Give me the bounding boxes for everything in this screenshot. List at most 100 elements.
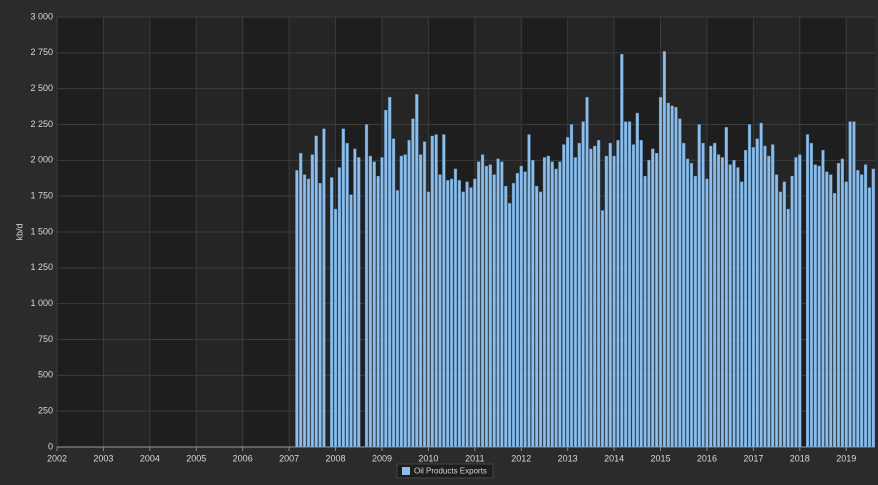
y-tick-label: 2 500	[30, 83, 53, 93]
bar	[535, 185, 539, 448]
bar	[740, 181, 744, 448]
bar	[867, 187, 872, 448]
bar	[306, 178, 311, 448]
bar	[357, 157, 361, 448]
bar	[767, 155, 771, 448]
bar	[345, 142, 349, 448]
bar	[728, 164, 732, 448]
bar	[539, 191, 543, 448]
bar	[477, 161, 481, 448]
x-tick-label: 2010	[418, 453, 438, 463]
y-tick-label: 2 250	[30, 119, 53, 129]
bar	[713, 142, 717, 448]
bar	[693, 175, 697, 448]
bar	[685, 158, 690, 448]
bar	[863, 164, 868, 448]
bar	[709, 145, 713, 448]
bar	[778, 191, 783, 448]
bar	[515, 173, 519, 448]
bar	[720, 157, 724, 448]
bar	[786, 208, 790, 448]
bar	[504, 185, 508, 448]
bar	[674, 107, 678, 448]
bar	[395, 190, 400, 448]
bar	[805, 134, 810, 448]
bar	[813, 164, 817, 448]
bar	[759, 122, 763, 448]
bar	[716, 154, 721, 448]
bar	[446, 180, 450, 448]
x-tick-label: 2005	[186, 453, 206, 463]
bar	[701, 142, 705, 448]
bar	[299, 152, 303, 448]
bar	[840, 158, 844, 448]
y-tick-label: 3 000	[30, 11, 53, 21]
bar	[651, 148, 655, 448]
bar	[542, 157, 547, 448]
bar	[391, 138, 396, 448]
bar	[817, 165, 821, 448]
bar	[562, 144, 566, 448]
bar	[496, 158, 500, 448]
bar	[341, 128, 345, 448]
y-tick-label: 500	[38, 370, 53, 380]
legend-swatch	[402, 467, 410, 475]
bar	[689, 162, 694, 448]
bar	[662, 51, 666, 448]
x-tick-label: 2016	[697, 453, 717, 463]
bar	[658, 97, 663, 448]
x-tick-label: 2006	[233, 453, 253, 463]
bar	[333, 208, 338, 448]
bar	[871, 168, 875, 448]
bar	[411, 118, 415, 448]
bar	[825, 171, 829, 448]
bar	[465, 181, 469, 448]
y-tick-label: 2 000	[30, 155, 53, 165]
bar	[639, 140, 643, 448]
bar	[310, 154, 314, 448]
bar	[771, 144, 775, 448]
bar	[670, 105, 674, 448]
bar	[461, 191, 465, 448]
bar	[573, 157, 578, 448]
bar	[430, 135, 434, 448]
x-tick-label: 2011	[465, 453, 484, 463]
bar	[747, 124, 752, 448]
bar	[755, 138, 759, 448]
bar	[569, 124, 574, 448]
bar	[511, 183, 516, 448]
y-tick-label: 1 250	[30, 262, 53, 272]
bar	[508, 203, 512, 448]
bar	[577, 142, 581, 448]
bar	[353, 148, 357, 448]
bar	[531, 160, 535, 448]
bar	[848, 121, 852, 448]
bar	[790, 175, 794, 448]
bar	[782, 181, 786, 448]
bar	[546, 155, 550, 448]
bar	[527, 134, 531, 448]
bar	[473, 178, 477, 448]
bar	[678, 118, 682, 448]
x-tick-label: 2003	[93, 453, 113, 463]
bar	[500, 161, 504, 448]
bar	[744, 150, 748, 448]
bar	[302, 174, 307, 448]
bar	[836, 162, 841, 448]
bar	[438, 174, 442, 448]
bar	[450, 178, 454, 448]
bar	[419, 154, 423, 448]
y-tick-label: 750	[38, 334, 53, 344]
y-tick-label: 1 750	[30, 191, 53, 201]
bar	[337, 167, 341, 448]
bar	[422, 141, 427, 448]
bar	[763, 145, 767, 448]
y-axis-label: kb/d	[14, 223, 24, 240]
bar	[554, 168, 558, 448]
bar	[380, 157, 384, 448]
x-tick-label: 2007	[279, 453, 299, 463]
bar	[593, 145, 597, 448]
bar	[322, 128, 326, 448]
bar	[314, 135, 318, 448]
